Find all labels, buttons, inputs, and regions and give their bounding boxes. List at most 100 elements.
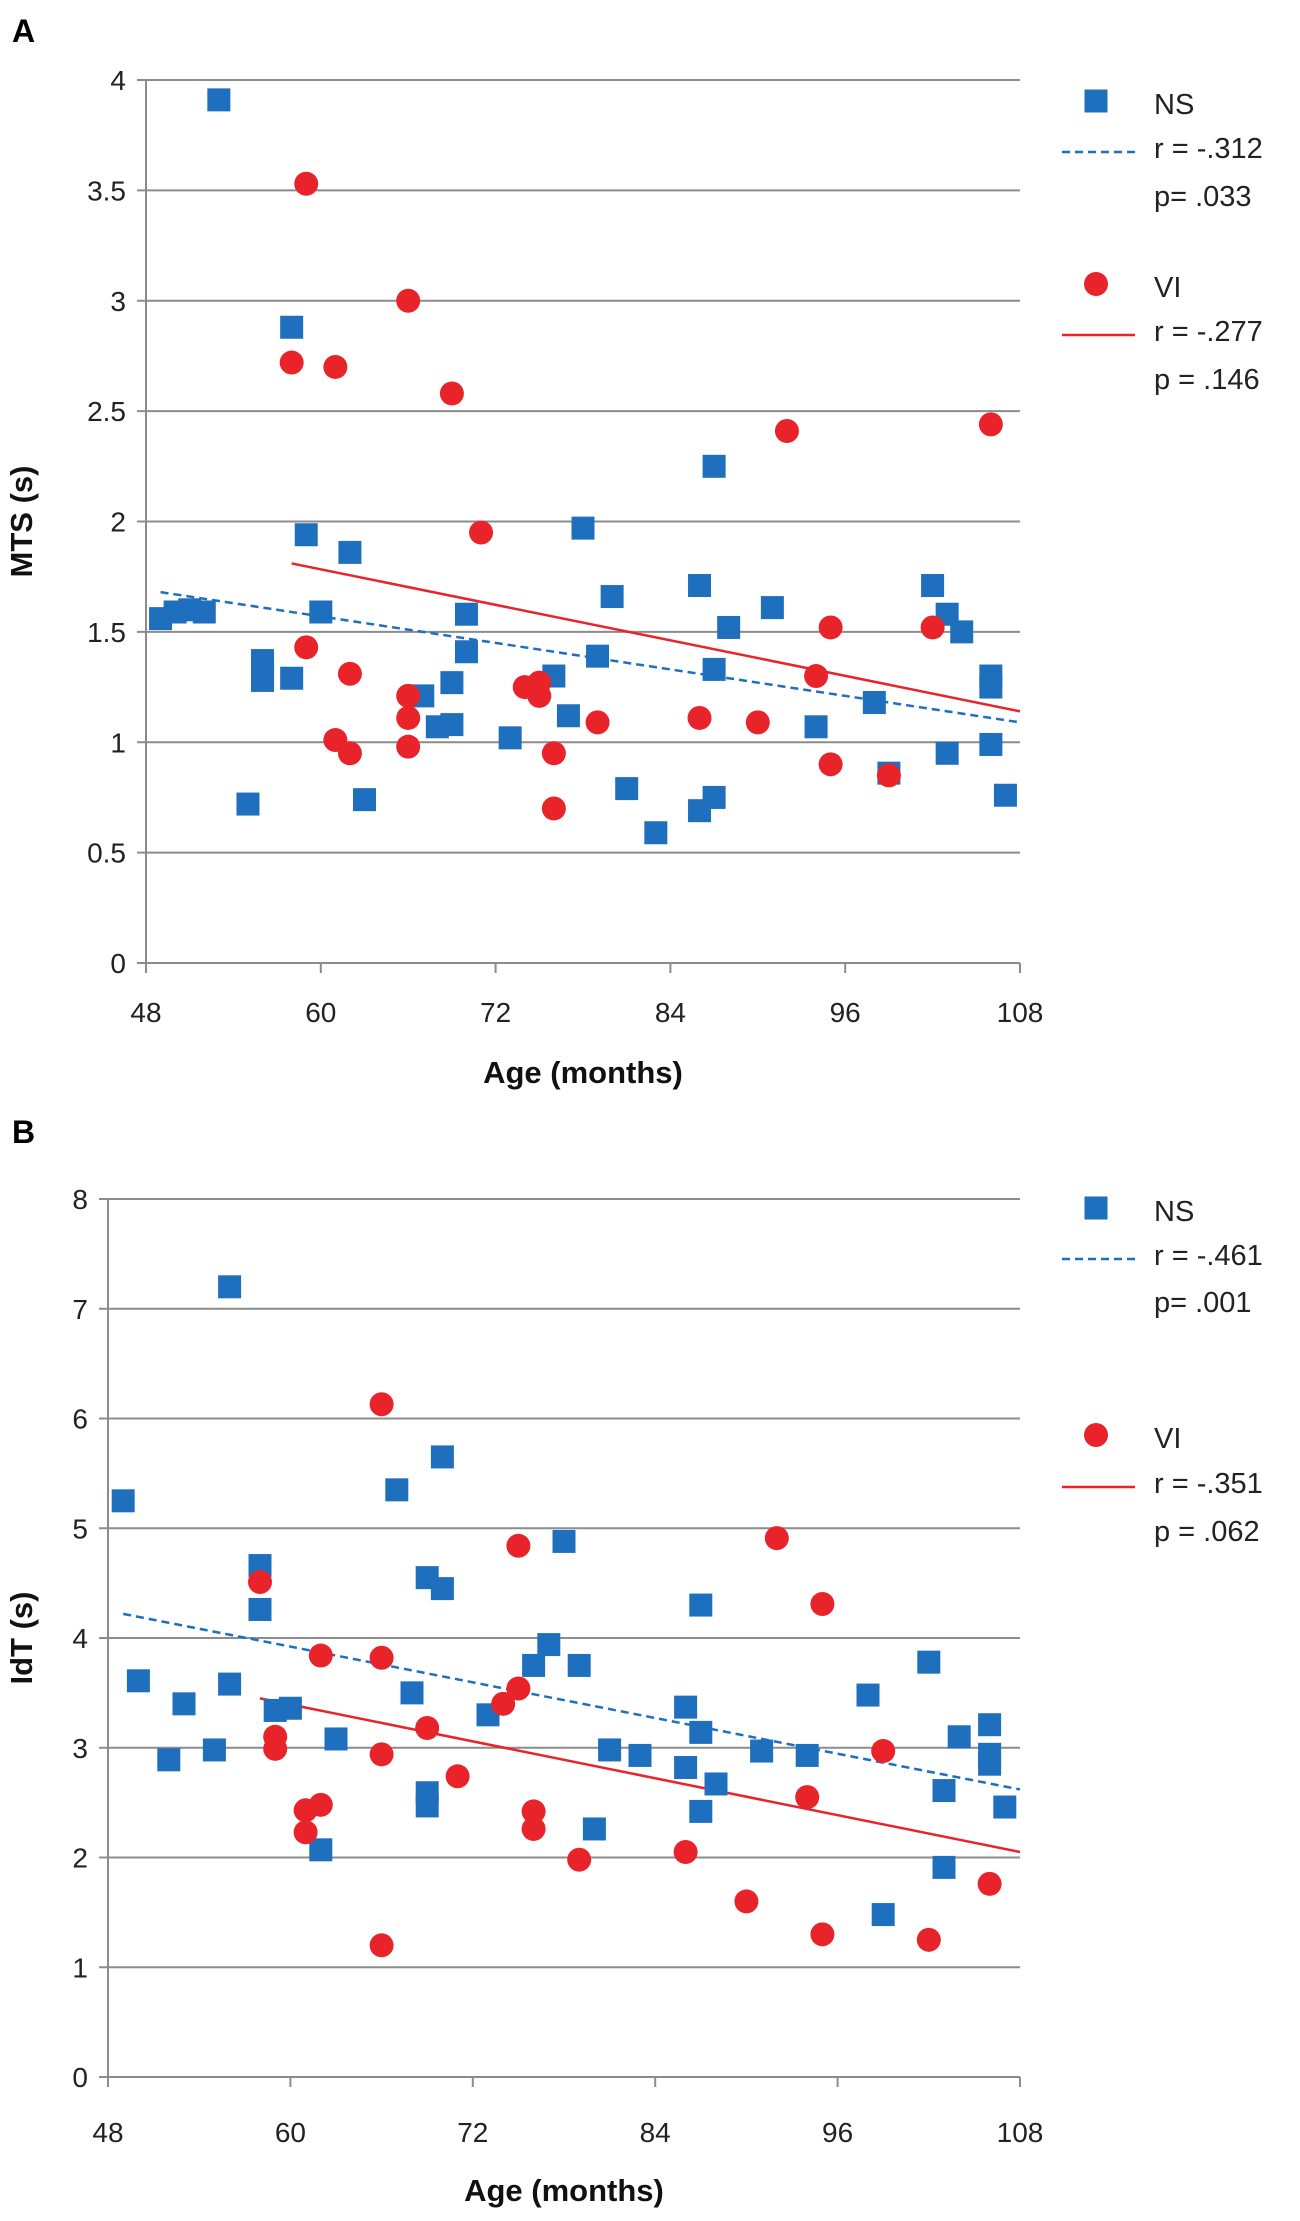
data-point-ns: [353, 788, 376, 812]
data-point-vi: [734, 1889, 759, 1914]
trendline-vi: [291, 562, 1021, 713]
data-point-vi: [673, 1840, 698, 1865]
data-point-vi: [294, 635, 319, 660]
data-point-ns: [251, 668, 275, 692]
data-point-vi: [795, 1785, 820, 1810]
data-point-ns: [218, 1275, 242, 1299]
data-point-ns: [324, 1727, 348, 1751]
data-point-ns: [454, 640, 478, 664]
data-point-vi: [369, 1392, 394, 1417]
data-point-ns: [440, 713, 464, 737]
y-tick-label: 8: [72, 1184, 88, 1215]
legend-marker-ns: [1084, 89, 1108, 113]
data-point-ns: [537, 1633, 561, 1657]
data-point-vi: [506, 1533, 531, 1558]
data-point-vi: [977, 1871, 1002, 1896]
data-point-ns: [628, 1743, 652, 1767]
data-point-ns: [430, 1445, 454, 1469]
data-point-ns: [248, 1554, 272, 1578]
x-tick-label: 60: [275, 2117, 306, 2148]
data-point-vi: [527, 683, 552, 708]
data-point-vi: [521, 1799, 546, 1824]
data-point-ns: [571, 516, 595, 540]
data-point-ns: [218, 1672, 242, 1696]
legend-p-value-ns: p= .033: [1154, 181, 1252, 213]
data-point-ns: [947, 1725, 971, 1749]
data-point-vi: [439, 381, 464, 406]
x-tick-label: 60: [305, 997, 336, 1028]
y-tick-label: 5: [72, 1513, 88, 1544]
data-point-ns: [978, 1713, 1002, 1737]
data-point-ns: [702, 454, 726, 478]
data-point-ns: [202, 1738, 226, 1762]
data-point-ns: [454, 602, 478, 626]
chart-b-svg: B 0 1 2 3 4 5 6 7 8 48 60 72 84 96 108 Age (months) IdT (…: [4, 1114, 1263, 2208]
y-tick-label: 2: [72, 1843, 88, 1874]
data-point-vi: [920, 615, 945, 640]
x-tick-label: 96: [822, 2117, 853, 2148]
data-point-ns: [207, 88, 231, 112]
data-point-vi: [294, 171, 319, 196]
x-axis-title: Age (months): [483, 1055, 683, 1090]
data-point-vi: [810, 1922, 835, 1947]
y-tick-label: 0: [110, 948, 126, 979]
data-point-vi: [871, 1739, 896, 1764]
data-point-vi: [396, 734, 421, 759]
chart-panel-b: B 0 1 2 3 4 5 6 7 8 48 60 72 84 96 108 Age (months) IdT (…: [0, 1110, 1300, 2221]
data-point-vi: [248, 1570, 272, 1595]
data-point-vi: [804, 664, 829, 689]
data-point-ns: [979, 732, 1003, 756]
legend-label-vi: VI: [1154, 272, 1181, 304]
data-point-vi: [687, 705, 712, 730]
x-tick-label: 108: [997, 2117, 1044, 2148]
data-point-ns: [309, 1838, 333, 1862]
y-tick-label: 6: [72, 1404, 88, 1435]
data-point-vi: [810, 1591, 835, 1616]
data-point-vi: [764, 1526, 789, 1551]
y-tick-label: 1: [72, 1952, 88, 1983]
data-point-ns: [236, 792, 260, 816]
data-point-ns: [932, 1855, 956, 1879]
data-point-ns: [644, 821, 668, 845]
data-point-ns: [338, 540, 362, 564]
data-point-ns: [950, 620, 974, 644]
legend-p-value-ns: p= .001: [1154, 1287, 1252, 1319]
y-tick-label: 3: [110, 286, 126, 317]
data-point-ns: [979, 675, 1003, 699]
data-point-ns: [689, 1720, 713, 1744]
x-tick-label: 108: [997, 997, 1044, 1028]
data-point-vi: [337, 741, 362, 766]
data-point-vi: [396, 288, 421, 313]
data-point-vi: [469, 520, 494, 545]
data-point-ns: [126, 1669, 150, 1693]
x-tick-label: 48: [92, 2117, 123, 2148]
legend-label-ns: NS: [1154, 1196, 1194, 1228]
data-point-ns: [795, 1743, 819, 1767]
data-point-ns: [440, 671, 464, 695]
data-point-vi: [818, 615, 843, 640]
legend-r-value-vi: r = -.351: [1154, 1468, 1263, 1500]
data-point-ns: [385, 1478, 409, 1502]
trendline-vi: [259, 1697, 1021, 1854]
data-point-vi: [293, 1820, 318, 1845]
data-point-ns: [567, 1653, 591, 1677]
chart-panel-a: A 0 0.5 1 1.5 2 2.5 3 3.5 4 48 60 72 84 96 108 Age (mont…: [0, 0, 1300, 1110]
data-point-vi: [521, 1816, 546, 1841]
data-point-vi: [308, 1792, 333, 1817]
data-point-ns: [978, 1752, 1002, 1776]
data-point-ns: [674, 1695, 698, 1719]
data-point-ns: [280, 315, 304, 339]
data-point-vi: [585, 710, 610, 735]
x-tick-label: 84: [655, 997, 686, 1028]
data-point-ns: [294, 523, 318, 547]
legend-r-value-ns: r = -.461: [1154, 1240, 1263, 1272]
data-point-vi: [323, 354, 348, 379]
data-point-vi: [308, 1643, 333, 1668]
data-point-vi: [818, 752, 843, 777]
legend-r-value-vi: r = -.277: [1154, 316, 1263, 348]
data-point-ns: [192, 600, 216, 624]
data-point-ns: [704, 1772, 728, 1796]
data-point-ns: [400, 1681, 424, 1705]
y-tick-label: 4: [72, 1623, 88, 1654]
data-point-ns: [522, 1653, 546, 1677]
